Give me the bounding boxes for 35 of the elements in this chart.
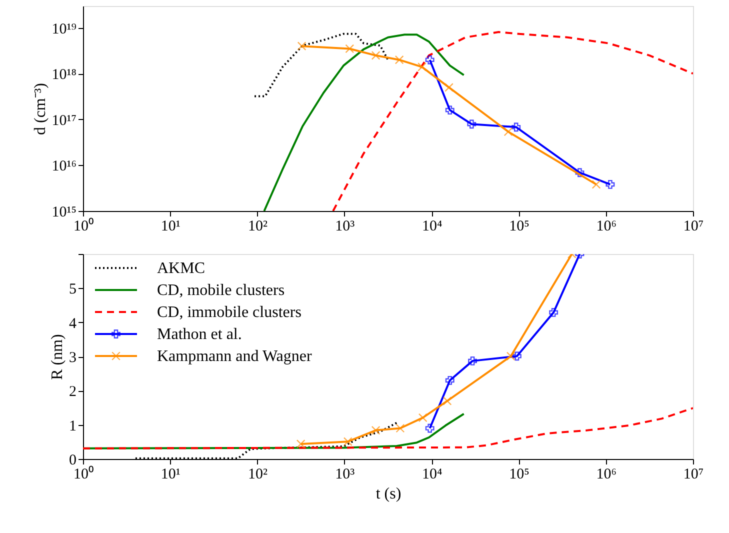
y-axis-title: d (cm⁻³): [32, 83, 49, 135]
y-tick-label: 10¹⁹: [52, 21, 76, 38]
x-tick-label: 10³: [335, 466, 356, 482]
x-tick-label: 10⁴: [422, 466, 442, 482]
x-tick-label: 10²: [248, 218, 268, 234]
legend-label: CD, immobile clusters: [157, 304, 302, 321]
x-tick-label: 10¹: [160, 466, 180, 482]
y-tick-label: 1: [69, 418, 76, 434]
legend-label: CD, mobile clusters: [157, 282, 285, 299]
legend-label: Mathon et al.: [157, 326, 242, 343]
x-axis-title: t (s): [376, 486, 402, 502]
x-tick-label: 10³: [335, 218, 356, 234]
y-tick-label: 3: [69, 350, 76, 366]
y-axis-title: R (nm): [49, 334, 66, 380]
x-tick-label: 10⁴: [422, 218, 442, 234]
x-tick-label: 10⁰: [74, 466, 94, 482]
y-tick-label: 5: [69, 282, 76, 298]
x-tick-label: 10⁷: [683, 466, 704, 482]
x-tick-label: 10⁰: [74, 218, 94, 234]
y-tick-label: 10¹⁵: [52, 204, 76, 220]
y-tick-label: 4: [69, 316, 77, 332]
y-tick-label: 10¹⁸: [52, 67, 76, 84]
x-tick-label: 10⁵: [509, 218, 530, 234]
y-tick-label: 10¹⁷: [52, 112, 76, 129]
y-tick-label: 10¹⁶: [52, 158, 76, 175]
x-tick-label: 10⁶: [596, 218, 616, 234]
x-tick-label: 10¹: [160, 218, 180, 234]
x-tick-label: 10⁷: [683, 218, 704, 234]
y-tick-label: 2: [69, 384, 76, 400]
x-tick-label: 10⁶: [596, 466, 616, 482]
y-tick-label: 0: [69, 452, 76, 468]
legend-label: AKMC: [157, 260, 206, 277]
x-tick-label: 10⁵: [509, 466, 530, 482]
legend-label: Kampmann and Wagner: [157, 348, 312, 365]
x-tick-label: 10²: [248, 466, 268, 482]
